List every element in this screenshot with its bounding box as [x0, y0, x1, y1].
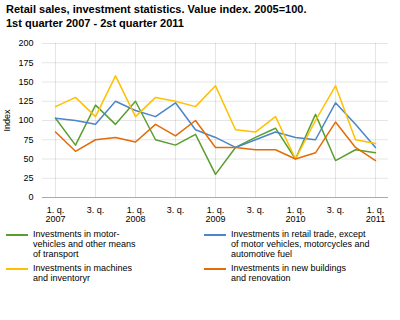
svg-text:3. q.: 3. q. [87, 204, 105, 214]
svg-text:150: 150 [18, 76, 33, 86]
svg-text:3. q.: 3. q. [327, 204, 345, 214]
svg-text:3. q.: 3. q. [247, 204, 265, 214]
svg-text:0: 0 [28, 192, 33, 202]
svg-text:175: 175 [18, 57, 33, 67]
svg-text:1. q.2009: 1. q.2009 [205, 204, 225, 223]
svg-text:Index: Index [2, 108, 12, 131]
html-text:Investments in retail trade, e: Investments in retail trade, except of m… [231, 228, 370, 260]
svg-text:200: 200 [18, 38, 33, 48]
svg-text:1. q.2008: 1. q.2008 [125, 204, 145, 223]
html-text:Investments in machines and in: Investments in machines and inventoryr [33, 262, 132, 283]
svg-text:100: 100 [18, 115, 33, 125]
svg-text:1. q.2011: 1. q.2011 [366, 204, 385, 223]
html-text:Investments in motor- vehicles: Investments in motor- vehicles and other… [33, 228, 136, 260]
svg-text:50: 50 [23, 153, 33, 163]
svg-text:25: 25 [23, 173, 33, 183]
svg-text:75: 75 [23, 134, 33, 144]
svg-text:1. q.2007: 1. q.2007 [45, 204, 65, 223]
html-text:Retail sales, investment stati: Retail sales, investment statistics. Val… [6, 3, 307, 15]
html-text:Investments in new buildings a: Investments in new buildings and renovat… [231, 262, 347, 283]
svg-text:125: 125 [18, 96, 33, 106]
svg-text:1. q.2010: 1. q.2010 [285, 204, 305, 223]
html-text:1st quarter 2007 - 2st quarter: 1st quarter 2007 - 2st quarter 2011 [6, 16, 184, 29]
svg-text:3. q.: 3. q. [167, 204, 185, 214]
